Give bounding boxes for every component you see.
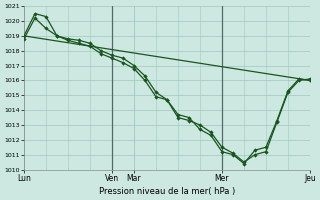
X-axis label: Pression niveau de la mer( hPa ): Pression niveau de la mer( hPa ) (99, 187, 235, 196)
